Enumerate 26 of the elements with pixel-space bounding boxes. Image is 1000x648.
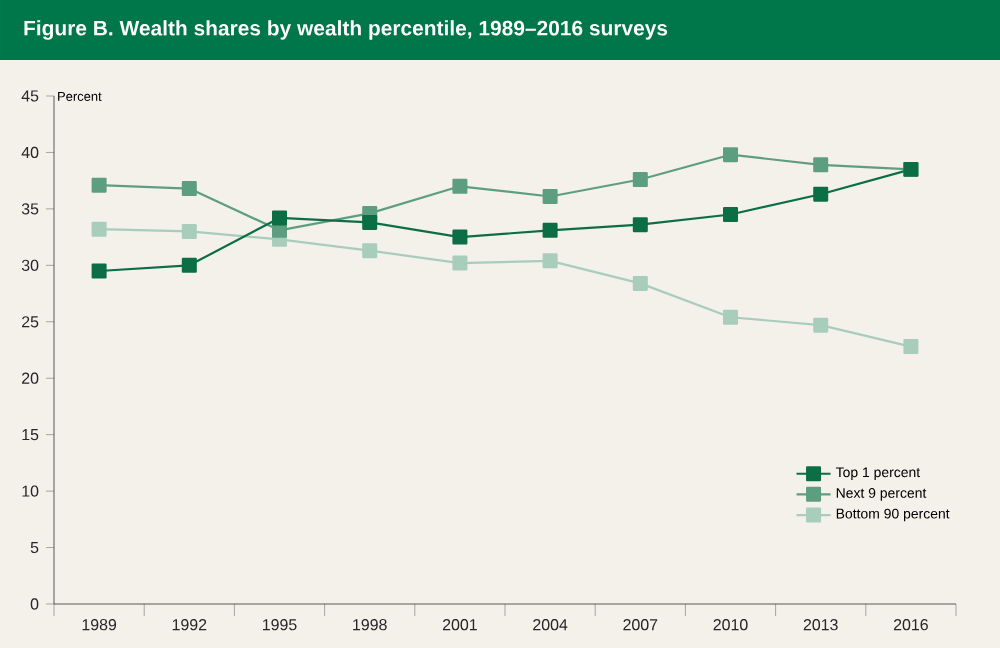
point [542, 188, 558, 204]
point [542, 253, 558, 269]
point [91, 221, 107, 237]
point [452, 178, 468, 194]
point [723, 309, 739, 325]
point [723, 207, 739, 223]
point [903, 339, 919, 355]
chart-title: Figure B. Wealth shares by wealth percentile, 1989–2016 surveys [24, 20, 668, 40]
point [632, 172, 648, 188]
point [813, 186, 829, 202]
point [452, 229, 468, 245]
point [632, 275, 648, 291]
point [632, 217, 648, 233]
point [272, 210, 288, 226]
point [181, 181, 197, 197]
point [181, 257, 197, 273]
point [362, 214, 378, 230]
point [91, 263, 107, 279]
point [362, 243, 378, 259]
point [723, 147, 739, 163]
point [181, 223, 197, 239]
point [813, 317, 829, 333]
point [542, 222, 558, 238]
point [91, 177, 107, 193]
point [452, 255, 468, 271]
point [813, 157, 829, 173]
